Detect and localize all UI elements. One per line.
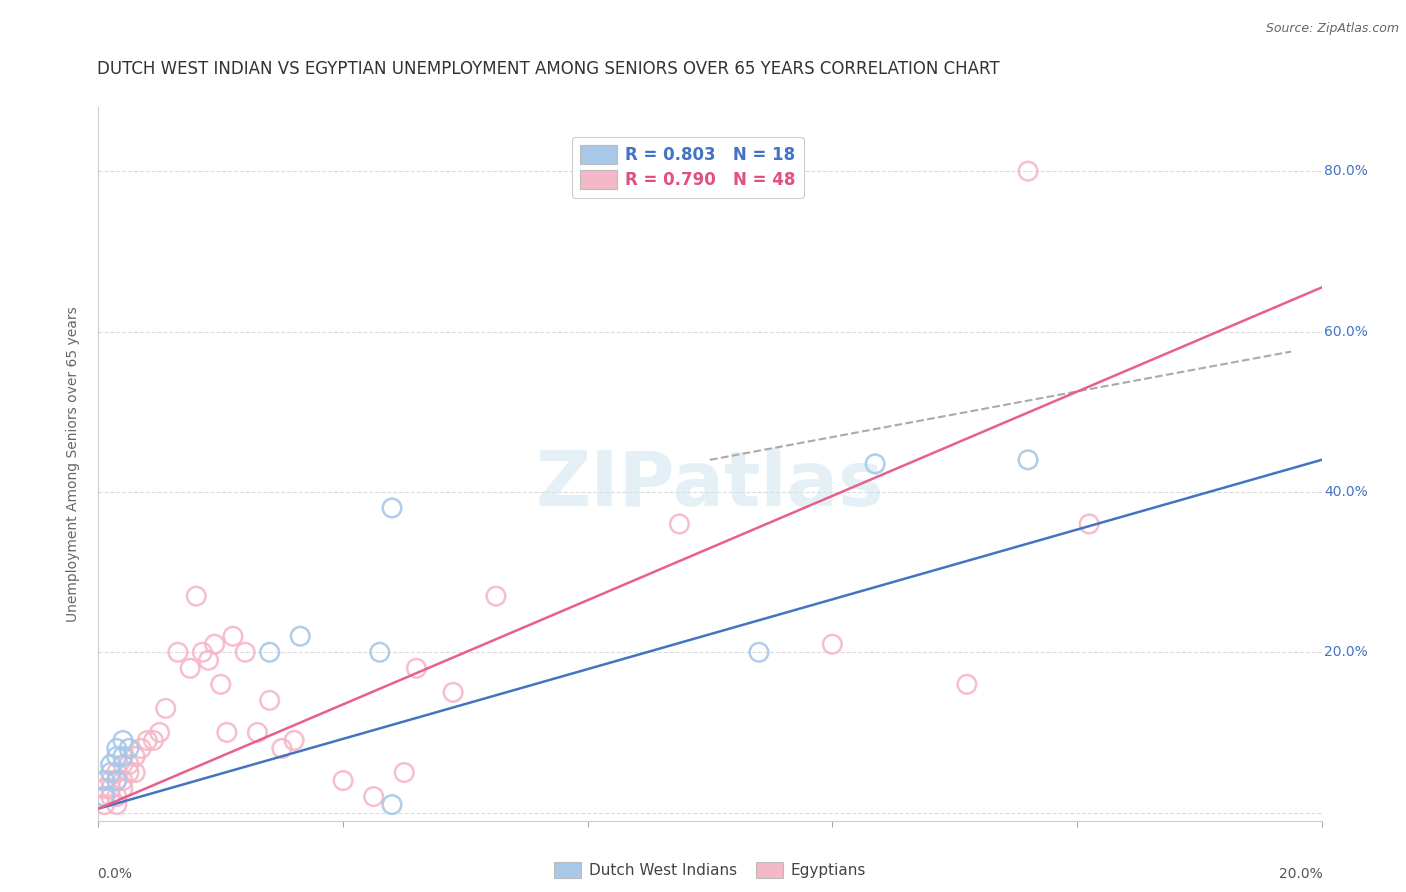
Point [381,797,404,812]
Point [155,701,177,715]
Point [283,733,305,747]
Point [105,749,128,764]
Point [100,781,122,796]
Point [222,629,245,643]
Text: 60.0%: 60.0% [1324,325,1368,339]
Point [392,765,416,780]
Text: Source: ZipAtlas.com: Source: ZipAtlas.com [1265,22,1399,36]
Point [93,789,115,804]
Point [111,733,134,747]
Text: 0.0%: 0.0% [97,867,132,881]
Point [100,765,122,780]
Point [167,645,190,659]
Point [191,645,214,659]
Point [441,685,464,699]
Point [93,797,115,812]
Point [215,725,238,739]
Point [136,733,159,747]
Point [105,765,128,780]
Point [197,653,219,667]
Point [246,725,269,739]
Text: 20.0%: 20.0% [1279,867,1323,881]
Text: 80.0%: 80.0% [1324,164,1368,178]
Point [105,789,128,804]
Point [668,516,690,531]
Point [105,741,128,756]
Text: 20.0%: 20.0% [1324,645,1368,659]
Point [118,765,141,780]
Point [124,765,146,780]
Point [93,781,115,796]
Point [111,749,134,764]
Point [111,773,134,788]
Point [485,589,508,603]
Point [93,773,115,788]
Point [100,789,122,804]
Point [1017,453,1039,467]
Text: DUTCH WEST INDIAN VS EGYPTIAN UNEMPLOYMENT AMONG SENIORS OVER 65 YEARS CORRELATI: DUTCH WEST INDIAN VS EGYPTIAN UNEMPLOYME… [97,61,1000,78]
Y-axis label: Unemployment Among Seniors over 65 years: Unemployment Among Seniors over 65 years [66,306,80,622]
Point [405,661,427,675]
Point [179,661,201,675]
Point [186,589,208,603]
Point [100,757,122,772]
Point [118,741,141,756]
Text: 40.0%: 40.0% [1324,485,1368,499]
Point [368,645,391,659]
Point [105,773,128,788]
Point [129,741,152,756]
Point [233,645,256,659]
Point [1078,516,1101,531]
Point [100,773,122,788]
Point [118,757,141,772]
Point [259,645,281,659]
Point [956,677,979,691]
Point [111,757,134,772]
Point [124,749,146,764]
Point [863,457,886,471]
Point [1017,164,1039,178]
Point [363,789,385,804]
Point [149,725,172,739]
Point [105,773,128,788]
Point [105,797,128,812]
Point [686,164,709,178]
Point [111,781,134,796]
Point [93,789,115,804]
Point [332,773,354,788]
Point [270,741,292,756]
Point [204,637,226,651]
Point [209,677,232,691]
Legend: Dutch West Indians, Egyptians: Dutch West Indians, Egyptians [548,856,872,884]
Point [259,693,281,707]
Point [748,645,770,659]
Point [290,629,312,643]
Point [142,733,165,747]
Text: ZIPatlas: ZIPatlas [536,449,884,522]
Point [381,500,404,515]
Point [821,637,844,651]
